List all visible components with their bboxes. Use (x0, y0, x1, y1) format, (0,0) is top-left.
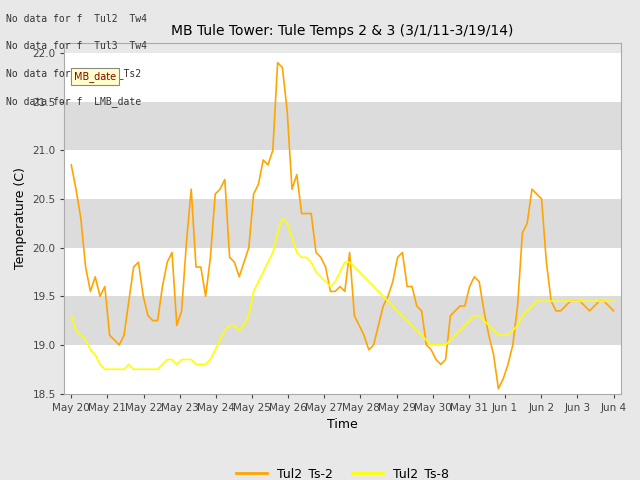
Title: MB Tule Tower: Tule Temps 2 & 3 (3/1/11-3/19/14): MB Tule Tower: Tule Temps 2 & 3 (3/1/11-… (172, 24, 513, 38)
Bar (64, 248, 621, 296)
X-axis label: Time: Time (327, 418, 358, 431)
Text: MB_date: MB_date (74, 71, 116, 82)
Bar (64, 150, 621, 199)
Text: No data for f  LMB_date: No data for f LMB_date (6, 96, 141, 107)
Text: No data for f  Tul2  Tw4: No data for f Tul2 Tw4 (6, 13, 147, 24)
Legend: Tul2_Ts-2, Tul2_Ts-8: Tul2_Ts-2, Tul2_Ts-8 (231, 462, 454, 480)
Bar (64, 296, 621, 345)
Text: No data for f  Tul3  Tw4: No data for f Tul3 Tw4 (6, 41, 147, 51)
Bar (64, 53, 621, 102)
Text: No data for f  Tul3_Ts2: No data for f Tul3_Ts2 (6, 68, 141, 79)
Y-axis label: Temperature (C): Temperature (C) (14, 168, 27, 269)
Bar (64, 102, 621, 150)
Bar (64, 199, 621, 248)
Bar (64, 345, 621, 394)
